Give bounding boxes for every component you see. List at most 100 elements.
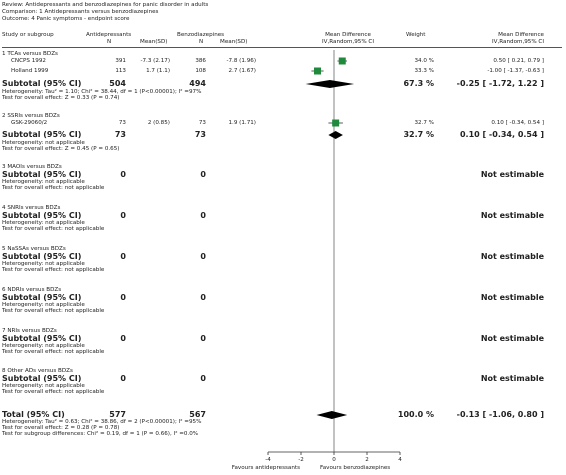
study-ms2: 1.9 (1.71) bbox=[228, 120, 257, 126]
total-n2: 567 bbox=[189, 410, 206, 419]
subtotal-ci: 0.10 [ -0.34, 0.54 ] bbox=[459, 130, 544, 139]
subtotal-n1: 0 bbox=[120, 211, 126, 220]
subtotal-n2: 0 bbox=[200, 293, 206, 302]
x-tick-label: 4 bbox=[398, 457, 402, 463]
subtotal-label: Subtotal (95% CI) bbox=[2, 170, 82, 179]
col-study: Study or subgroup bbox=[2, 32, 54, 38]
study-point bbox=[332, 119, 340, 127]
col-weight: Weight bbox=[406, 32, 426, 38]
subtotal-n2: 0 bbox=[200, 170, 206, 179]
study-name: Holland 1999 bbox=[11, 68, 49, 74]
subtotal-n1: 0 bbox=[120, 374, 126, 383]
overall-effect-test: Test for overall effect: not applicable bbox=[2, 267, 105, 273]
study-ms1: 1.7 (1.1) bbox=[146, 68, 170, 74]
summary-diamond bbox=[328, 131, 343, 139]
subgroup-differences-test: Test for subgroup differences: Chi² = 0.… bbox=[2, 431, 199, 437]
overall-effect-test: Test for overall effect: not applicable bbox=[2, 349, 105, 355]
x-tick-label: -2 bbox=[298, 457, 304, 463]
col-ctrl-n: N bbox=[199, 39, 204, 45]
study-ms1: -7.3 (2.17) bbox=[140, 58, 170, 64]
study-n2: 73 bbox=[198, 120, 206, 126]
subtotal-n2: 0 bbox=[200, 211, 206, 220]
subtotal-n2: 0 bbox=[200, 334, 206, 343]
subtotal-label: Subtotal (95% CI) bbox=[2, 79, 82, 88]
heterogeneity: Heterogeneity: not applicable bbox=[2, 179, 85, 185]
overall-effect-test: Test for overall effect: Z = 0.45 (P = 0… bbox=[2, 146, 120, 152]
subtotal-n1: 504 bbox=[109, 79, 126, 88]
subtotal-label: Subtotal (95% CI) bbox=[2, 211, 82, 220]
comparison-title: Comparison: 1 Antidepressants versus ben… bbox=[2, 9, 159, 15]
study-name: GSK-29060/2 bbox=[11, 120, 48, 126]
x-tick-label: 2 bbox=[365, 457, 369, 463]
heterogeneity: Heterogeneity: not applicable bbox=[2, 302, 85, 308]
overall-effect-test: Test for overall effect: not applicable bbox=[2, 185, 105, 191]
subtotal-n1: 0 bbox=[120, 252, 126, 261]
study-point bbox=[314, 67, 321, 75]
subtotal-n2: 0 bbox=[200, 252, 206, 261]
col-exp-meansd: Mean(SD) bbox=[140, 39, 168, 45]
study-n1: 73 bbox=[118, 120, 126, 126]
total-n1: 577 bbox=[109, 410, 126, 419]
subtotal-n1: 0 bbox=[120, 334, 126, 343]
subtotal-n2: 494 bbox=[189, 79, 206, 88]
overall-effect-test: Test for overall effect: not applicable bbox=[2, 226, 105, 232]
heterogeneity: Heterogeneity: not applicable bbox=[2, 343, 85, 349]
col-md-sub: IV,Random,95% CI bbox=[492, 39, 544, 45]
favours-right-label: Favours benzodiazepines bbox=[320, 465, 391, 471]
subtotal-n1: 0 bbox=[120, 170, 126, 179]
subtotal-ci: Not estimable bbox=[480, 170, 544, 179]
x-tick-label: -4 bbox=[265, 457, 271, 463]
study-n2: 386 bbox=[195, 58, 206, 64]
study-weight: 32.7 % bbox=[414, 120, 434, 126]
study-point bbox=[338, 57, 346, 65]
total-ci: -0.13 [ -1.06, 0.80 ] bbox=[456, 410, 544, 419]
subtotal-n2: 0 bbox=[200, 374, 206, 383]
study-ms2: -7.8 (1.96) bbox=[226, 58, 256, 64]
study-n2: 108 bbox=[195, 68, 206, 74]
overall-effect-test: Test for overall effect: not applicable bbox=[2, 308, 105, 314]
summary-diamond bbox=[305, 80, 355, 88]
subtotal-ci: Not estimable bbox=[480, 293, 544, 302]
col-md-title: Mean Difference bbox=[498, 32, 544, 38]
subtotal-ci: Not estimable bbox=[480, 211, 544, 220]
col-effect-sub: IV,Random,95% CI bbox=[322, 39, 374, 45]
group-title: 8 Other ADs versus BDZs bbox=[2, 368, 73, 374]
subtotal-label: Subtotal (95% CI) bbox=[2, 130, 82, 139]
study-ci: -1.00 [ -1.37, -0.63 ] bbox=[487, 68, 544, 74]
group-title: 5 NaSSAs versus BDZs bbox=[2, 246, 66, 252]
group-title: 1 TCAs versus BDZs bbox=[2, 51, 58, 57]
subtotal-ci: -0.25 [ -1.72, 1.22 ] bbox=[456, 79, 544, 88]
study-weight: 34.0 % bbox=[414, 58, 434, 64]
col-ctrl-meansd: Mean(SD) bbox=[220, 39, 248, 45]
study-n1: 113 bbox=[115, 68, 126, 74]
subtotal-label: Subtotal (95% CI) bbox=[2, 293, 82, 302]
heterogeneity: Heterogeneity: not applicable bbox=[2, 220, 85, 226]
col-exp-n: N bbox=[107, 39, 112, 45]
outcome-title: Outcome: 4 Panic symptoms - endpoint sco… bbox=[2, 16, 130, 22]
total-label: Total (95% CI) bbox=[2, 410, 65, 419]
subtotal-n1: 0 bbox=[120, 293, 126, 302]
header-rule bbox=[2, 47, 562, 48]
heterogeneity: Heterogeneity: not applicable bbox=[2, 383, 85, 389]
favours-left-label: Favours antidepressants bbox=[231, 465, 300, 471]
subtotal-label: Subtotal (95% CI) bbox=[2, 334, 82, 343]
summary-diamond bbox=[316, 411, 348, 419]
total-heterogeneity: Heterogeneity: Tau² = 0.63; Chi² = 38.86… bbox=[2, 419, 202, 425]
review-title: Review: Antidepressants and benzodiazepi… bbox=[2, 2, 209, 8]
heterogeneity: Heterogeneity: Tau² = 1.10; Chi² = 38.44… bbox=[2, 89, 202, 95]
study-ci: 0.10 [ -0.34, 0.54 ] bbox=[491, 120, 544, 126]
group-title: 6 NDRIs versus BDZs bbox=[2, 287, 62, 293]
subtotal-ci: Not estimable bbox=[480, 252, 544, 261]
study-weight: 33.3 % bbox=[414, 68, 434, 74]
heterogeneity: Heterogeneity: not applicable bbox=[2, 140, 85, 146]
subtotal-label: Subtotal (95% CI) bbox=[2, 252, 82, 261]
total-weight: 100.0 % bbox=[397, 410, 434, 419]
subtotal-weight: 32.7 % bbox=[403, 130, 434, 139]
subtotal-ci: Not estimable bbox=[480, 374, 544, 383]
col-exp-group: Antidepressants bbox=[86, 32, 132, 38]
col-effect-title: Mean Difference bbox=[325, 32, 371, 38]
subtotal-n1: 73 bbox=[114, 130, 126, 139]
col-ctrl-group: Benzodiazepines bbox=[177, 32, 225, 38]
overall-effect-test: Test for overall effect: Z = 0.33 (P = 0… bbox=[2, 95, 120, 101]
